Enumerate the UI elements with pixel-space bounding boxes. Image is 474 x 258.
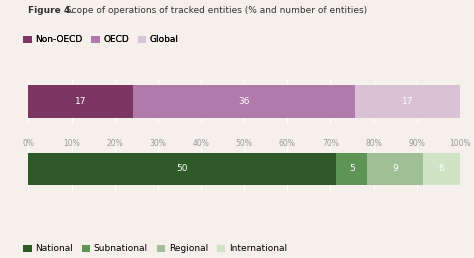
Bar bbox=[367, 152, 423, 186]
Text: 80%: 80% bbox=[365, 139, 382, 148]
Text: 6: 6 bbox=[438, 165, 444, 173]
Text: 17: 17 bbox=[401, 98, 413, 106]
Text: 17: 17 bbox=[75, 98, 87, 106]
Text: Scope of operations of tracked entities (% and number of entities): Scope of operations of tracked entities … bbox=[63, 6, 367, 15]
Text: 5: 5 bbox=[349, 165, 355, 173]
Text: 60%: 60% bbox=[279, 139, 296, 148]
Bar bbox=[423, 152, 460, 186]
Legend: National, Subnational, Regional, International: National, Subnational, Regional, Interna… bbox=[24, 245, 287, 254]
Text: 50%: 50% bbox=[236, 139, 253, 148]
Text: 30%: 30% bbox=[149, 139, 166, 148]
Text: 0%: 0% bbox=[22, 139, 35, 148]
Text: Figure 4.: Figure 4. bbox=[28, 6, 74, 15]
Text: 100%: 100% bbox=[449, 139, 471, 148]
Text: 9: 9 bbox=[392, 165, 398, 173]
Bar bbox=[28, 85, 133, 118]
Text: 90%: 90% bbox=[408, 139, 425, 148]
Text: 40%: 40% bbox=[192, 139, 210, 148]
Text: 70%: 70% bbox=[322, 139, 339, 148]
Text: 36: 36 bbox=[238, 98, 250, 106]
Text: 50: 50 bbox=[177, 165, 188, 173]
Text: 10%: 10% bbox=[63, 139, 80, 148]
Bar bbox=[28, 152, 337, 186]
Text: 20%: 20% bbox=[106, 139, 123, 148]
Bar bbox=[133, 85, 355, 118]
Bar bbox=[355, 85, 460, 118]
Legend: Non-OECD, OECD, Global: Non-OECD, OECD, Global bbox=[24, 35, 179, 44]
Bar bbox=[337, 152, 367, 186]
